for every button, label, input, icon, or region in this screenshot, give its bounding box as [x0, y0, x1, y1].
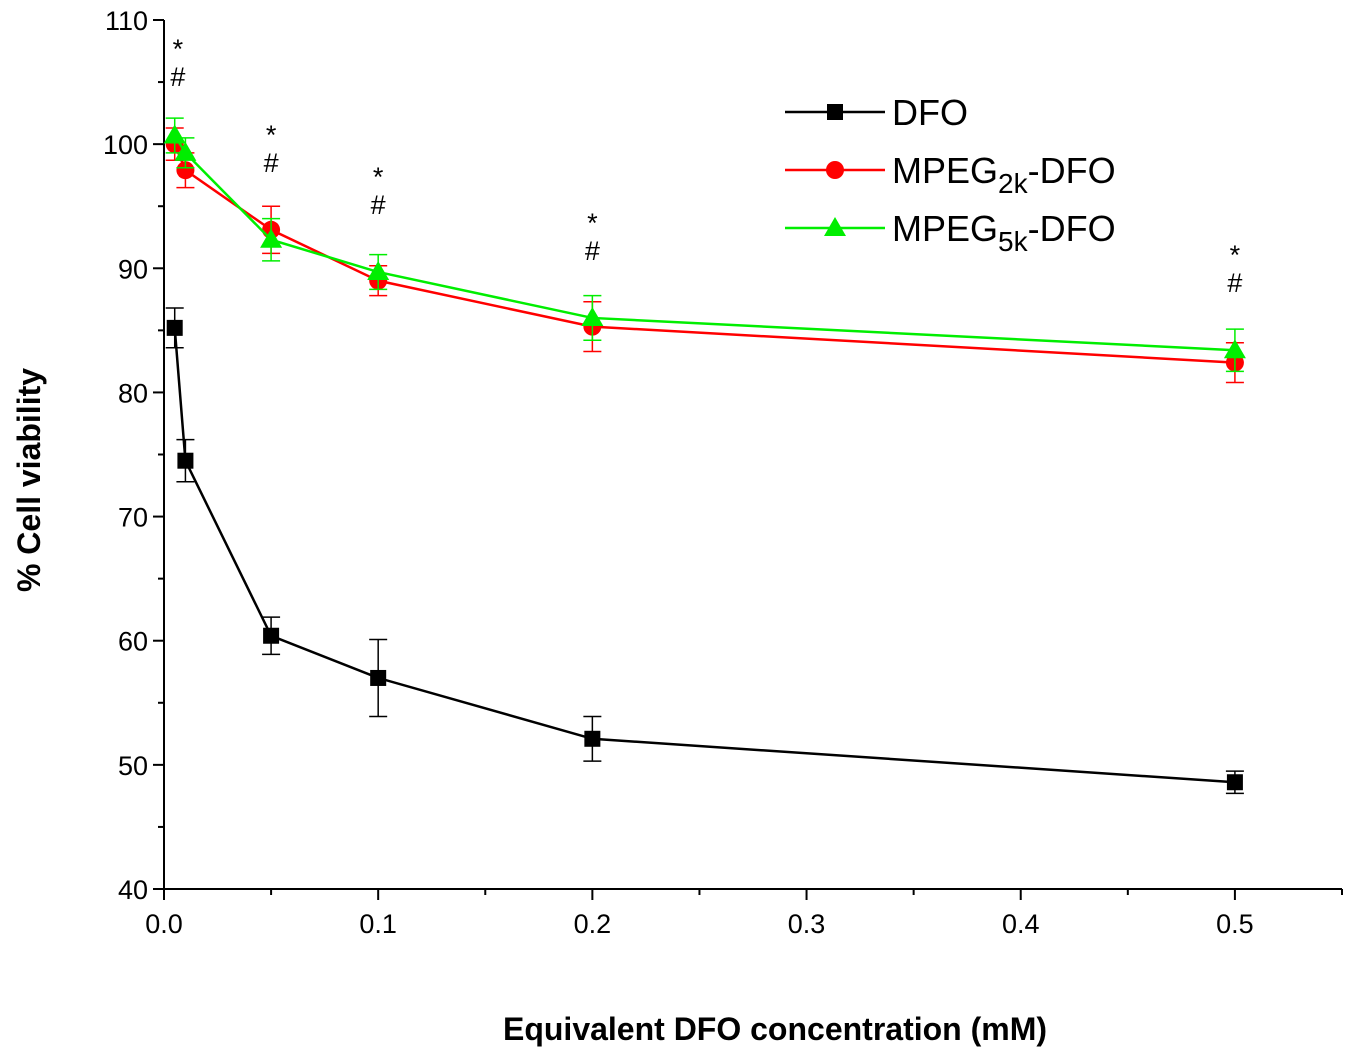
data-point [177, 452, 194, 469]
data-point [260, 228, 283, 248]
legend-label-main: MPEG [892, 150, 998, 191]
series-2 [163, 117, 1246, 373]
significance-star: * [587, 208, 598, 238]
x-tick-label: 0.4 [1002, 909, 1040, 939]
x-axis-title: Equivalent DFO concentration (mM) [503, 1011, 1047, 1047]
significance-star: * [373, 162, 384, 192]
legend-label-sub: 2k [998, 168, 1029, 199]
legend-label-main: DFO [892, 92, 968, 133]
data-point [166, 319, 183, 336]
x-tick-label: 0.2 [574, 909, 612, 939]
y-tick-label: 50 [118, 751, 148, 781]
data-point [1223, 339, 1246, 359]
series-0 [165, 307, 1244, 795]
data-point [367, 261, 390, 281]
data-point [163, 124, 186, 144]
y-tick-label: 100 [103, 130, 148, 160]
x-tick-label: 0.5 [1216, 909, 1254, 939]
significance-hash: # [1227, 268, 1242, 298]
legend-marker [824, 217, 846, 236]
significance-star: * [1230, 240, 1241, 270]
legend-item-1: MPEG2k-DFO [785, 150, 1116, 199]
y-axis: 40 50 60 70 80 90 100 110 [103, 6, 164, 905]
legend-label: MPEG5k-DFO [892, 208, 1116, 257]
legend-label: MPEG2k-DFO [892, 150, 1116, 199]
data-point [174, 141, 197, 161]
y-tick-label: 90 [118, 254, 148, 284]
annotation-layer: *#*# *#*# *# [170, 34, 1242, 298]
y-tick-label: 80 [118, 378, 148, 408]
legend-marker [826, 161, 844, 179]
y-tick-label: 40 [118, 875, 148, 905]
significance-hash: # [585, 236, 600, 266]
x-axis: 0.0 0.1 0.2 0.3 0.4 0.5 [145, 889, 1343, 939]
significance-star: * [173, 34, 184, 64]
x-tick-label: 0.3 [788, 909, 826, 939]
significance-hash: # [264, 148, 279, 178]
legend-label-tail: -DFO [1028, 150, 1116, 191]
legend-item-0: DFO [785, 92, 968, 133]
y-axis-title: % Cell viability [11, 368, 47, 592]
data-point [581, 306, 604, 326]
legend-label-tail: -DFO [1028, 208, 1116, 249]
plot-frame [163, 20, 1342, 890]
data-point [584, 730, 601, 747]
legend-item-2: MPEG5k-DFO [785, 208, 1116, 257]
x-tick-label: 0.1 [359, 909, 397, 939]
legend-marker [827, 104, 843, 120]
y-tick-label: 60 [118, 627, 148, 657]
data-point [263, 627, 280, 644]
x-tick-label: 0.0 [145, 909, 183, 939]
series-layer [163, 117, 1246, 795]
significance-hash: # [371, 190, 386, 220]
y-tick-label: 70 [118, 503, 148, 533]
legend-label-sub: 5k [998, 226, 1029, 257]
legend-label-main: MPEG [892, 208, 998, 249]
series-line [173, 327, 1235, 784]
significance-star: * [266, 120, 277, 150]
y-tick-label: 110 [105, 6, 148, 36]
data-point [176, 161, 195, 180]
significance-hash: # [170, 62, 185, 92]
data-point [1226, 774, 1243, 791]
legend-label: DFO [892, 92, 968, 133]
data-point [370, 669, 387, 686]
